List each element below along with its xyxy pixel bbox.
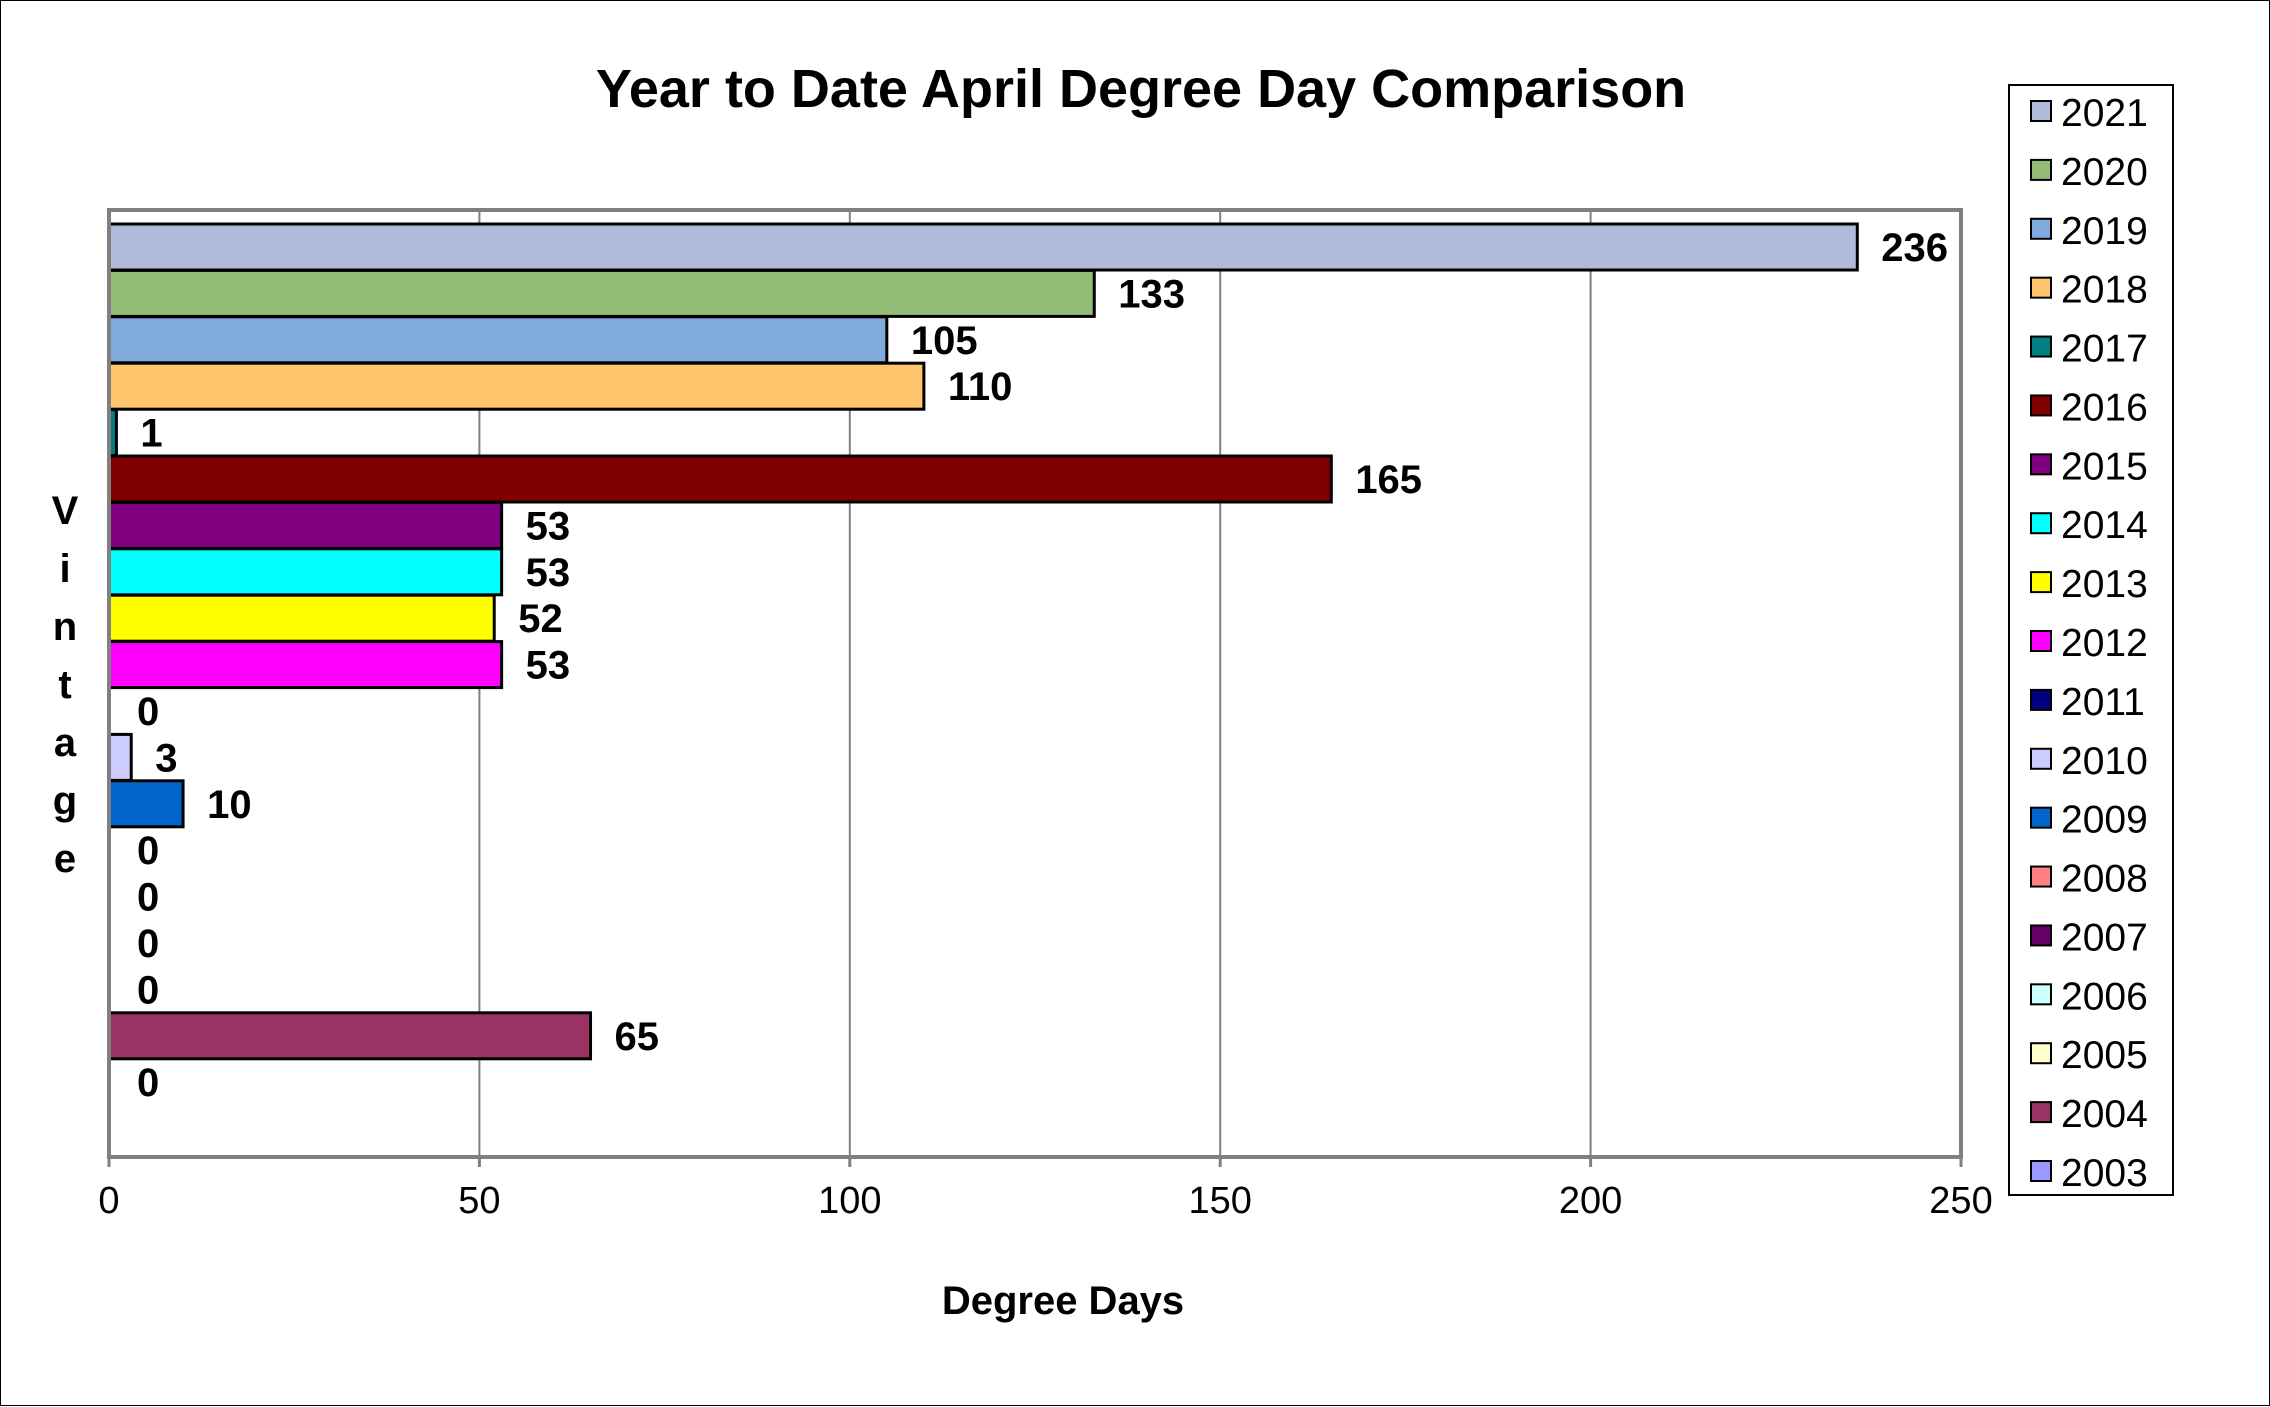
x-tick-label: 50 (458, 1180, 500, 1222)
legend-swatch-2007 (2030, 924, 2052, 947)
data-label-2004: 65 (615, 1015, 660, 1059)
data-label-2011: 0 (137, 690, 159, 734)
data-label-2013: 52 (518, 597, 563, 641)
bar-2015 (107, 500, 504, 550)
legend-swatch-2012 (2030, 630, 2052, 652)
bar-2012 (107, 640, 504, 690)
x-axis-title: Degree Days (942, 1279, 1184, 1323)
legend-label-2018: 2018 (2061, 269, 2148, 312)
legend-label-2005: 2005 (2061, 1034, 2148, 1077)
legend-label-2012: 2012 (2061, 622, 2148, 665)
legend-swatch-2021 (2030, 100, 2052, 122)
legend-label-2016: 2016 (2061, 386, 2148, 429)
y-axis-title-letter: n (53, 605, 77, 649)
bar-2019 (107, 315, 889, 365)
bar-2018 (107, 361, 926, 411)
x-tick-label: 250 (1929, 1180, 1992, 1222)
legend-label-2011: 2011 (2061, 681, 2145, 724)
y-axis-title-letter: g (53, 779, 77, 823)
x-tick-label: 100 (818, 1180, 881, 1222)
legend-label-2010: 2010 (2061, 740, 2148, 783)
legend-swatch-2020 (2030, 158, 2052, 181)
legend-swatch-2019 (2030, 217, 2052, 240)
legend-label-2008: 2008 (2061, 858, 2148, 901)
bars-group (107, 222, 1859, 1061)
bar-2016 (107, 454, 1333, 504)
bar-2013 (107, 593, 496, 643)
y-axis-title-letter: a (54, 721, 77, 765)
y-axis-title-letter: e (54, 837, 76, 881)
legend-label-2009: 2009 (2061, 799, 2148, 842)
data-label-2007: 0 (137, 876, 159, 920)
legend-swatch-2017 (2030, 335, 2052, 358)
chart-title: Year to Date April Degree Day Comparison (596, 59, 1686, 119)
y-axis-title-letter: t (58, 663, 71, 707)
data-label-2010: 3 (155, 736, 177, 780)
bar-2010 (107, 732, 133, 782)
legend-swatch-2010 (2030, 747, 2052, 770)
legend-label-2013: 2013 (2061, 563, 2148, 606)
data-label-2005: 0 (137, 968, 159, 1012)
x-tick-labels: 0 50 100 150 200 250 (98, 1180, 1992, 1222)
bar-2009 (107, 779, 185, 829)
legend-label-2017: 2017 (2061, 328, 2148, 371)
legend-swatch-2015 (2030, 453, 2052, 476)
bar-2020 (107, 268, 1096, 318)
legend-label-2007: 2007 (2061, 916, 2148, 959)
legend-label-2019: 2019 (2061, 210, 2148, 253)
legend-label-2020: 2020 (2061, 151, 2148, 194)
x-tick-label: 0 (98, 1180, 119, 1222)
bar-2004 (107, 1011, 593, 1061)
x-tick-label: 200 (1559, 1180, 1622, 1222)
legend-label-2014: 2014 (2061, 504, 2148, 547)
y-axis-title-letter: i (59, 547, 70, 591)
data-label-2008: 0 (137, 829, 159, 873)
legend-swatch-2006 (2030, 983, 2052, 1006)
legend-label-2021: 2021 (2061, 92, 2148, 135)
x-tick-label: 150 (1188, 1180, 1251, 1222)
plot-area (107, 208, 1963, 1159)
legend-swatch-2018 (2030, 276, 2052, 299)
legend-swatch-2016 (2030, 394, 2052, 417)
bar-2021 (107, 222, 1859, 272)
data-label-2017: 1 (140, 412, 162, 456)
legend-swatch-2003 (2030, 1160, 2052, 1182)
data-label-2015: 53 (526, 504, 571, 548)
data-label-2019: 105 (911, 319, 978, 363)
legend-label-2004: 2004 (2061, 1093, 2148, 1136)
legend-swatch-2013 (2030, 571, 2052, 594)
legend-swatch-2008 (2030, 865, 2052, 888)
data-label-2021: 236 (1881, 226, 1948, 270)
data-label-2012: 53 (526, 644, 571, 688)
legend-swatch-2004 (2030, 1101, 2052, 1124)
y-axis-title-letter: V (52, 489, 79, 533)
data-label-2018: 110 (948, 365, 1013, 409)
legend-label-2003: 2003 (2061, 1152, 2148, 1195)
legend-label-2015: 2015 (2061, 445, 2148, 488)
legend-swatch-2014 (2030, 512, 2052, 535)
legend: 2021 2020 2019 2018 2017 2016 2015 2014 2013 2012… (2008, 84, 2174, 1196)
legend-swatch-2009 (2030, 806, 2052, 829)
data-label-2016: 165 (1355, 458, 1422, 502)
data-label-2006: 0 (137, 922, 159, 966)
legend-label-2006: 2006 (2061, 975, 2148, 1018)
data-label-2014: 53 (526, 551, 571, 595)
data-label-2009: 10 (207, 783, 252, 827)
legend-swatch-2005 (2030, 1042, 2052, 1065)
legend-swatch-2011 (2030, 688, 2052, 711)
data-label-2003: 0 (137, 1061, 159, 1105)
bar-2014 (107, 547, 504, 597)
data-label-2020: 133 (1118, 272, 1185, 316)
